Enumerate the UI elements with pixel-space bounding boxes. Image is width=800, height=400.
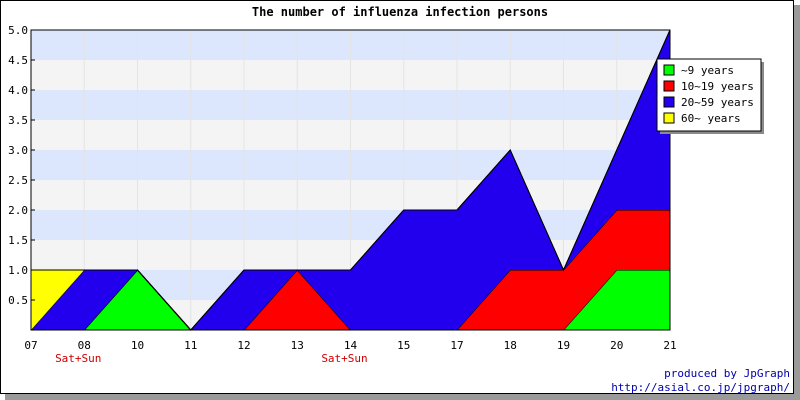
series-outline-4: [31, 29, 671, 331]
x-tick-label: 10: [131, 339, 144, 352]
y-tick-label: 4.5: [8, 54, 28, 67]
area-series-1: [31, 270, 670, 330]
weekend-label: Sat+Sun: [55, 352, 101, 365]
y-tick-label: 5.0: [8, 24, 28, 37]
x-tick-label: 07: [24, 339, 37, 352]
legend-swatch-4: [663, 112, 675, 124]
credit-url[interactable]: http://asial.co.jp/jpgraph/: [611, 381, 790, 394]
weekend-label: Sat+Sun: [321, 352, 367, 365]
x-tick-label: 19: [557, 339, 570, 352]
legend-label-3: 20~59 years: [681, 96, 754, 109]
x-tick-label: 20: [610, 339, 623, 352]
y-tick-label: 2.5: [8, 174, 28, 187]
x-tick-label: 21: [663, 339, 676, 352]
x-tick-label: 08: [78, 339, 91, 352]
y-tick-label: 0.5: [8, 294, 28, 307]
area-series-3: [31, 30, 670, 330]
area-series-2: [31, 210, 670, 330]
x-tick-label: 17: [450, 339, 463, 352]
legend-label-2: 10~19 years: [681, 80, 754, 93]
chart-title: The number of influenza infection person…: [252, 5, 548, 19]
x-tick-label: 11: [184, 339, 197, 352]
frame-shadow-bottom: [5, 394, 800, 400]
y-tick-label: 4.0: [8, 84, 28, 97]
legend-swatch-3: [663, 96, 675, 108]
credit-produced-by: produced by JpGraph: [664, 367, 790, 380]
y-tick-label: 3.0: [8, 144, 28, 157]
x-tick-label: 14: [344, 339, 358, 352]
legend-label-4: 60~ years: [681, 112, 741, 125]
y-tick-label: 1.0: [8, 264, 28, 277]
legend-swatch-2: [663, 80, 675, 92]
x-tick-label: 15: [397, 339, 410, 352]
x-tick-label: 18: [504, 339, 517, 352]
frame-shadow-right: [794, 5, 800, 400]
legend-swatch-1: [663, 64, 675, 76]
y-tick-label: 3.5: [8, 114, 28, 127]
y-tick-label: 2.0: [8, 204, 28, 217]
legend-label-1: ~9 years: [681, 64, 734, 77]
x-tick-label: 12: [237, 339, 250, 352]
x-tick-label: 13: [291, 339, 304, 352]
y-tick-label: 1.5: [8, 234, 28, 247]
